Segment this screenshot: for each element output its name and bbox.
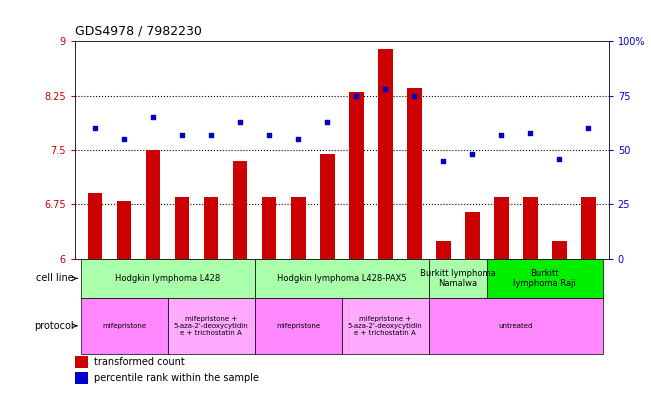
Text: GDS4978 / 7982230: GDS4978 / 7982230 bbox=[75, 24, 202, 37]
Point bbox=[496, 132, 506, 138]
Bar bbox=[117, 201, 132, 259]
Bar bbox=[233, 161, 247, 259]
Bar bbox=[429, 298, 603, 354]
Bar bbox=[378, 48, 393, 259]
Text: mifepristone: mifepristone bbox=[102, 323, 146, 329]
Bar bbox=[75, 356, 89, 368]
Bar bbox=[81, 298, 168, 354]
Text: untreated: untreated bbox=[499, 323, 533, 329]
Point bbox=[583, 125, 594, 131]
Bar bbox=[581, 197, 596, 259]
Point bbox=[409, 92, 419, 99]
Bar bbox=[487, 259, 603, 298]
Text: Hodgkin lymphoma L428-PAX5: Hodgkin lymphoma L428-PAX5 bbox=[277, 274, 407, 283]
Point bbox=[554, 156, 564, 162]
Bar bbox=[494, 197, 508, 259]
Point bbox=[293, 136, 303, 142]
Bar bbox=[465, 211, 480, 259]
Bar bbox=[81, 259, 255, 298]
Point bbox=[264, 132, 275, 138]
Text: Burkitt lymphoma
Namalwa: Burkitt lymphoma Namalwa bbox=[420, 269, 495, 288]
Bar bbox=[349, 92, 363, 259]
Text: mifepristone: mifepristone bbox=[276, 323, 320, 329]
Text: transformed count: transformed count bbox=[94, 357, 184, 367]
Bar bbox=[262, 197, 277, 259]
Point bbox=[235, 119, 245, 125]
Bar bbox=[436, 241, 450, 259]
Bar bbox=[342, 298, 429, 354]
Bar bbox=[168, 298, 255, 354]
Bar bbox=[88, 193, 102, 259]
Point bbox=[119, 136, 130, 142]
Bar bbox=[523, 197, 538, 259]
Point bbox=[177, 132, 187, 138]
Point bbox=[206, 132, 216, 138]
Bar bbox=[255, 259, 429, 298]
Bar bbox=[291, 197, 305, 259]
Text: Hodgkin lymphoma L428: Hodgkin lymphoma L428 bbox=[115, 274, 220, 283]
Text: mifepristone +
5-aza-2'-deoxycytidin
e + trichostatin A: mifepristone + 5-aza-2'-deoxycytidin e +… bbox=[348, 316, 422, 336]
Point bbox=[438, 158, 449, 164]
Bar bbox=[552, 241, 566, 259]
Bar bbox=[407, 88, 422, 259]
Point bbox=[525, 129, 536, 136]
Point bbox=[90, 125, 100, 131]
Text: cell line: cell line bbox=[36, 274, 74, 283]
Point bbox=[148, 114, 158, 121]
Point bbox=[380, 86, 391, 92]
Point bbox=[322, 119, 333, 125]
Bar bbox=[204, 197, 219, 259]
Bar bbox=[146, 150, 160, 259]
Bar bbox=[175, 197, 189, 259]
Bar bbox=[75, 371, 89, 384]
Text: Burkitt
lymphoma Raji: Burkitt lymphoma Raji bbox=[514, 269, 576, 288]
Point bbox=[351, 92, 361, 99]
Bar bbox=[255, 298, 342, 354]
Bar bbox=[320, 154, 335, 259]
Text: protocol: protocol bbox=[34, 321, 74, 331]
Text: mifepristone +
5-aza-2'-deoxycytidin
e + trichostatin A: mifepristone + 5-aza-2'-deoxycytidin e +… bbox=[174, 316, 249, 336]
Bar bbox=[429, 259, 487, 298]
Point bbox=[467, 151, 478, 158]
Text: percentile rank within the sample: percentile rank within the sample bbox=[94, 373, 258, 383]
